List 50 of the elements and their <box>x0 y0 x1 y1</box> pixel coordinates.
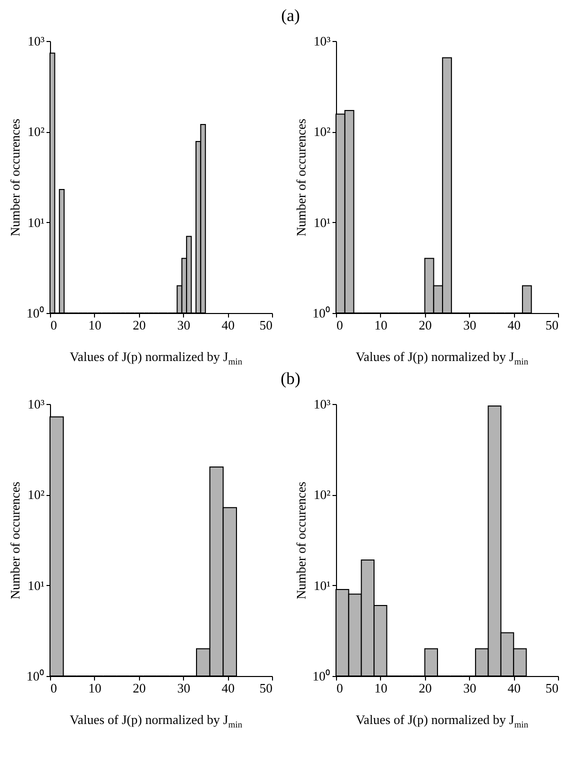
x-tick-label: 40 <box>508 680 521 696</box>
x-tick-label: 50 <box>260 680 272 696</box>
x-tick-label: 40 <box>222 680 235 696</box>
x-tick-label: 10 <box>88 680 102 696</box>
x-tick-label: 50 <box>546 680 558 696</box>
y-tick-label: 10³ <box>28 34 45 48</box>
y-tick-label: 10¹ <box>28 214 45 230</box>
y-tick-label: 10³ <box>314 34 331 48</box>
y-tick-label: 10¹ <box>28 577 45 592</box>
y-tick-label: 10⁰ <box>26 306 44 320</box>
y-axis-title: Number of occurences <box>294 118 308 236</box>
x-tick-label: 30 <box>177 318 190 332</box>
x-tick-label: 0 <box>336 318 343 332</box>
x-axis-title: Values of J(p) normalized by J$_{min}$ <box>354 349 530 367</box>
x-tick-label: 20 <box>418 680 432 696</box>
x-tick-label: 20 <box>418 318 432 332</box>
x-tick-label: 50 <box>546 318 558 332</box>
x-tick-label: 50 <box>260 318 272 332</box>
y-tick-label: 10⁰ <box>26 668 44 684</box>
x-tick-label: 0 <box>336 680 343 696</box>
y-tick-label: 10² <box>28 124 45 140</box>
chart-title: (a) <box>280 6 301 26</box>
y-tick-label: 10⁰ <box>312 668 330 684</box>
x-tick-label: 30 <box>463 318 476 332</box>
y-tick-label: 10⁰ <box>312 306 330 320</box>
chart-title: (b) <box>280 368 302 389</box>
x-tick-label: 10 <box>374 680 388 696</box>
x-tick-label: 40 <box>222 318 235 332</box>
x-axis-title: Values of J(p) normalized by J$_{min}$ <box>68 712 244 730</box>
y-tick-label: 10² <box>314 124 331 140</box>
x-axis-title: Values of J(p) normalized by J$_{min}$ <box>68 349 244 367</box>
x-tick-label: 10 <box>374 318 388 332</box>
x-axis-title: Values of J(p) normalized by J$_{min}$ <box>354 712 530 730</box>
x-tick-label: 0 <box>50 318 57 332</box>
y-tick-label: 10² <box>314 486 331 502</box>
x-tick-label: 20 <box>132 318 146 332</box>
y-tick-label: 10³ <box>314 396 331 412</box>
x-tick-label: 30 <box>463 680 476 696</box>
y-tick-label: 10² <box>28 486 45 502</box>
x-tick-label: 40 <box>508 318 521 332</box>
y-axis-title: Number of occurences <box>294 481 308 599</box>
y-tick-label: 10³ <box>28 396 45 412</box>
x-tick-label: 30 <box>177 680 190 696</box>
x-tick-label: 0 <box>50 680 57 696</box>
y-tick-label: 10¹ <box>314 214 331 230</box>
x-tick-label: 20 <box>132 680 146 696</box>
y-tick-label: 10¹ <box>314 577 331 592</box>
x-tick-label: 10 <box>88 318 102 332</box>
y-axis-title: Number of occurences <box>8 481 22 599</box>
y-axis-title: Number of occurences <box>8 118 22 236</box>
